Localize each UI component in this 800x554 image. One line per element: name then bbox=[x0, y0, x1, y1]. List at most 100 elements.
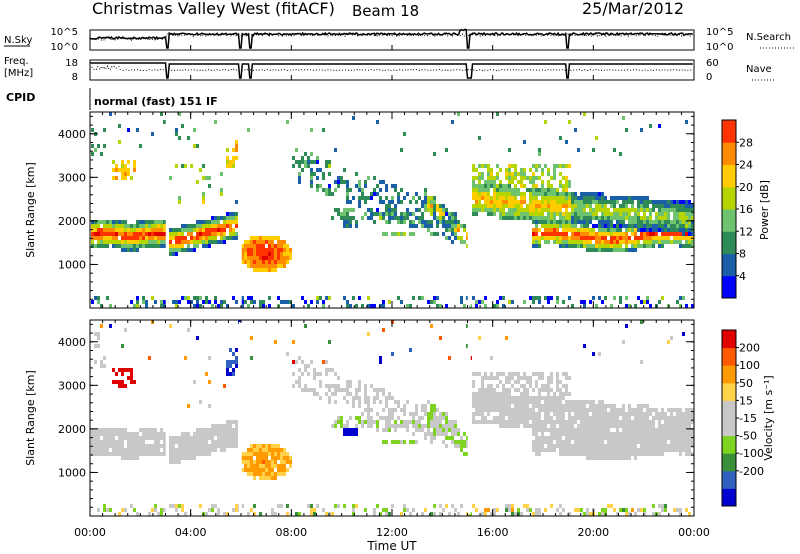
velocity-cell bbox=[664, 428, 667, 432]
velocity-cell bbox=[106, 432, 109, 436]
power-cell bbox=[232, 228, 235, 232]
power-cell bbox=[220, 240, 223, 244]
velocity-cell bbox=[634, 456, 637, 460]
velocity-cell bbox=[670, 440, 673, 444]
velocity-cell bbox=[577, 416, 580, 420]
power-cell bbox=[421, 212, 424, 216]
velocity-cell bbox=[205, 372, 208, 376]
power-cell bbox=[178, 228, 181, 232]
power-cell bbox=[676, 212, 679, 216]
power-cell bbox=[547, 300, 550, 304]
velocity-cell bbox=[226, 424, 229, 428]
power-cell bbox=[508, 212, 511, 216]
velocity-cell bbox=[601, 512, 604, 516]
velocity-cell bbox=[205, 452, 208, 456]
y-tick-label: 1000 bbox=[58, 466, 86, 479]
velocity-cell bbox=[139, 440, 142, 444]
velocity-cell bbox=[127, 432, 130, 436]
power-cell bbox=[655, 200, 658, 204]
power-cell bbox=[112, 168, 115, 172]
velocity-cell bbox=[184, 436, 187, 440]
power-cell bbox=[631, 232, 634, 236]
power-cell bbox=[649, 216, 652, 220]
power-cell bbox=[571, 200, 574, 204]
power-cell bbox=[172, 236, 175, 240]
velocity-cell bbox=[169, 444, 172, 448]
power-cell bbox=[136, 220, 139, 224]
velocity-cell bbox=[97, 344, 100, 348]
power-cell bbox=[175, 244, 178, 248]
power-cell bbox=[358, 184, 361, 188]
power-cell bbox=[190, 224, 193, 228]
power-cell bbox=[562, 216, 565, 220]
velocity-cell bbox=[106, 508, 109, 512]
velocity-cell bbox=[544, 404, 547, 408]
power-cell bbox=[346, 196, 349, 200]
power-cell bbox=[490, 172, 493, 176]
power-cell bbox=[538, 212, 541, 216]
power-cell bbox=[400, 200, 403, 204]
velocity-cell bbox=[424, 408, 427, 412]
velocity-cell bbox=[253, 468, 256, 472]
power-cell bbox=[556, 192, 559, 196]
power-cell bbox=[541, 224, 544, 228]
velocity-cell bbox=[292, 372, 295, 376]
power-cell bbox=[361, 196, 364, 200]
power-cell bbox=[115, 232, 118, 236]
power-cell bbox=[310, 180, 313, 184]
power-cell bbox=[127, 128, 130, 132]
power-cell bbox=[484, 196, 487, 200]
power-cell bbox=[493, 196, 496, 200]
velocity-cell bbox=[187, 404, 190, 408]
velocity-cell bbox=[523, 388, 526, 392]
velocity-cell bbox=[256, 452, 259, 456]
power-cell bbox=[553, 176, 556, 180]
velocity-cell bbox=[121, 368, 124, 372]
velocity-cell bbox=[655, 428, 658, 432]
power-cell bbox=[556, 204, 559, 208]
power-cell bbox=[130, 224, 133, 228]
power-cell bbox=[619, 240, 622, 244]
velocity-cell bbox=[151, 444, 154, 448]
power-cell bbox=[577, 240, 580, 244]
power-cell bbox=[331, 216, 334, 220]
power-cell bbox=[571, 220, 574, 224]
velocity-cell bbox=[436, 408, 439, 412]
power-cell bbox=[616, 244, 619, 248]
velocity-cell bbox=[358, 400, 361, 404]
velocity-cell bbox=[223, 448, 226, 452]
velocity-cell bbox=[262, 476, 265, 480]
power-cell bbox=[550, 232, 553, 236]
power-cell bbox=[514, 196, 517, 200]
velocity-data-layer bbox=[91, 320, 694, 516]
velocity-cell bbox=[427, 432, 430, 436]
velocity-cell bbox=[355, 428, 358, 432]
velocity-cell bbox=[175, 460, 178, 464]
power-cell bbox=[316, 168, 319, 172]
power-cell bbox=[661, 244, 664, 248]
power-cell bbox=[301, 168, 304, 172]
velocity-cell bbox=[91, 440, 94, 444]
power-cell bbox=[322, 128, 325, 132]
velocity-cell bbox=[421, 416, 424, 420]
velocity-cell bbox=[532, 388, 535, 392]
velocity-cell bbox=[370, 424, 373, 428]
power-cell bbox=[187, 240, 190, 244]
power-cell bbox=[583, 196, 586, 200]
power-cell bbox=[253, 256, 256, 260]
power-cell bbox=[547, 228, 550, 232]
velocity-cell bbox=[355, 424, 358, 428]
velocity-cell bbox=[538, 392, 541, 396]
velocity-cell bbox=[589, 424, 592, 428]
velocity-cell bbox=[424, 404, 427, 408]
power-cell bbox=[193, 244, 196, 248]
power-cell bbox=[433, 200, 436, 204]
velocity-cell bbox=[592, 420, 595, 424]
power-cell bbox=[547, 212, 550, 216]
power-cell bbox=[421, 200, 424, 204]
power-cell bbox=[649, 244, 652, 248]
power-cell bbox=[592, 232, 595, 236]
power-cell bbox=[679, 224, 682, 228]
velocity-cell bbox=[673, 416, 676, 420]
power-cell bbox=[589, 300, 592, 304]
